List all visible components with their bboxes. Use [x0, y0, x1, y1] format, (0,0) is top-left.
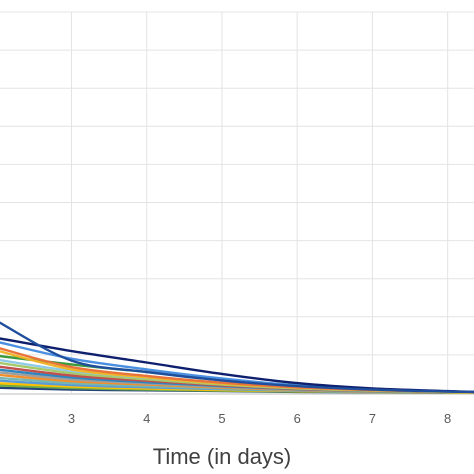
series-line: [0, 321, 474, 394]
x-tick-label: 5: [218, 411, 225, 426]
x-tick-label: 3: [68, 411, 75, 426]
x-tick-label: 8: [444, 411, 451, 426]
x-tick-labels: 3 4 5 6 7 8: [68, 411, 451, 426]
series-lines: [0, 321, 474, 394]
grid: [0, 11, 474, 395]
x-tick-label: 6: [294, 411, 301, 426]
x-tick-label: 4: [143, 411, 150, 426]
x-axis-title: Time (in days): [153, 444, 292, 469]
x-tick-label: 7: [369, 411, 376, 426]
